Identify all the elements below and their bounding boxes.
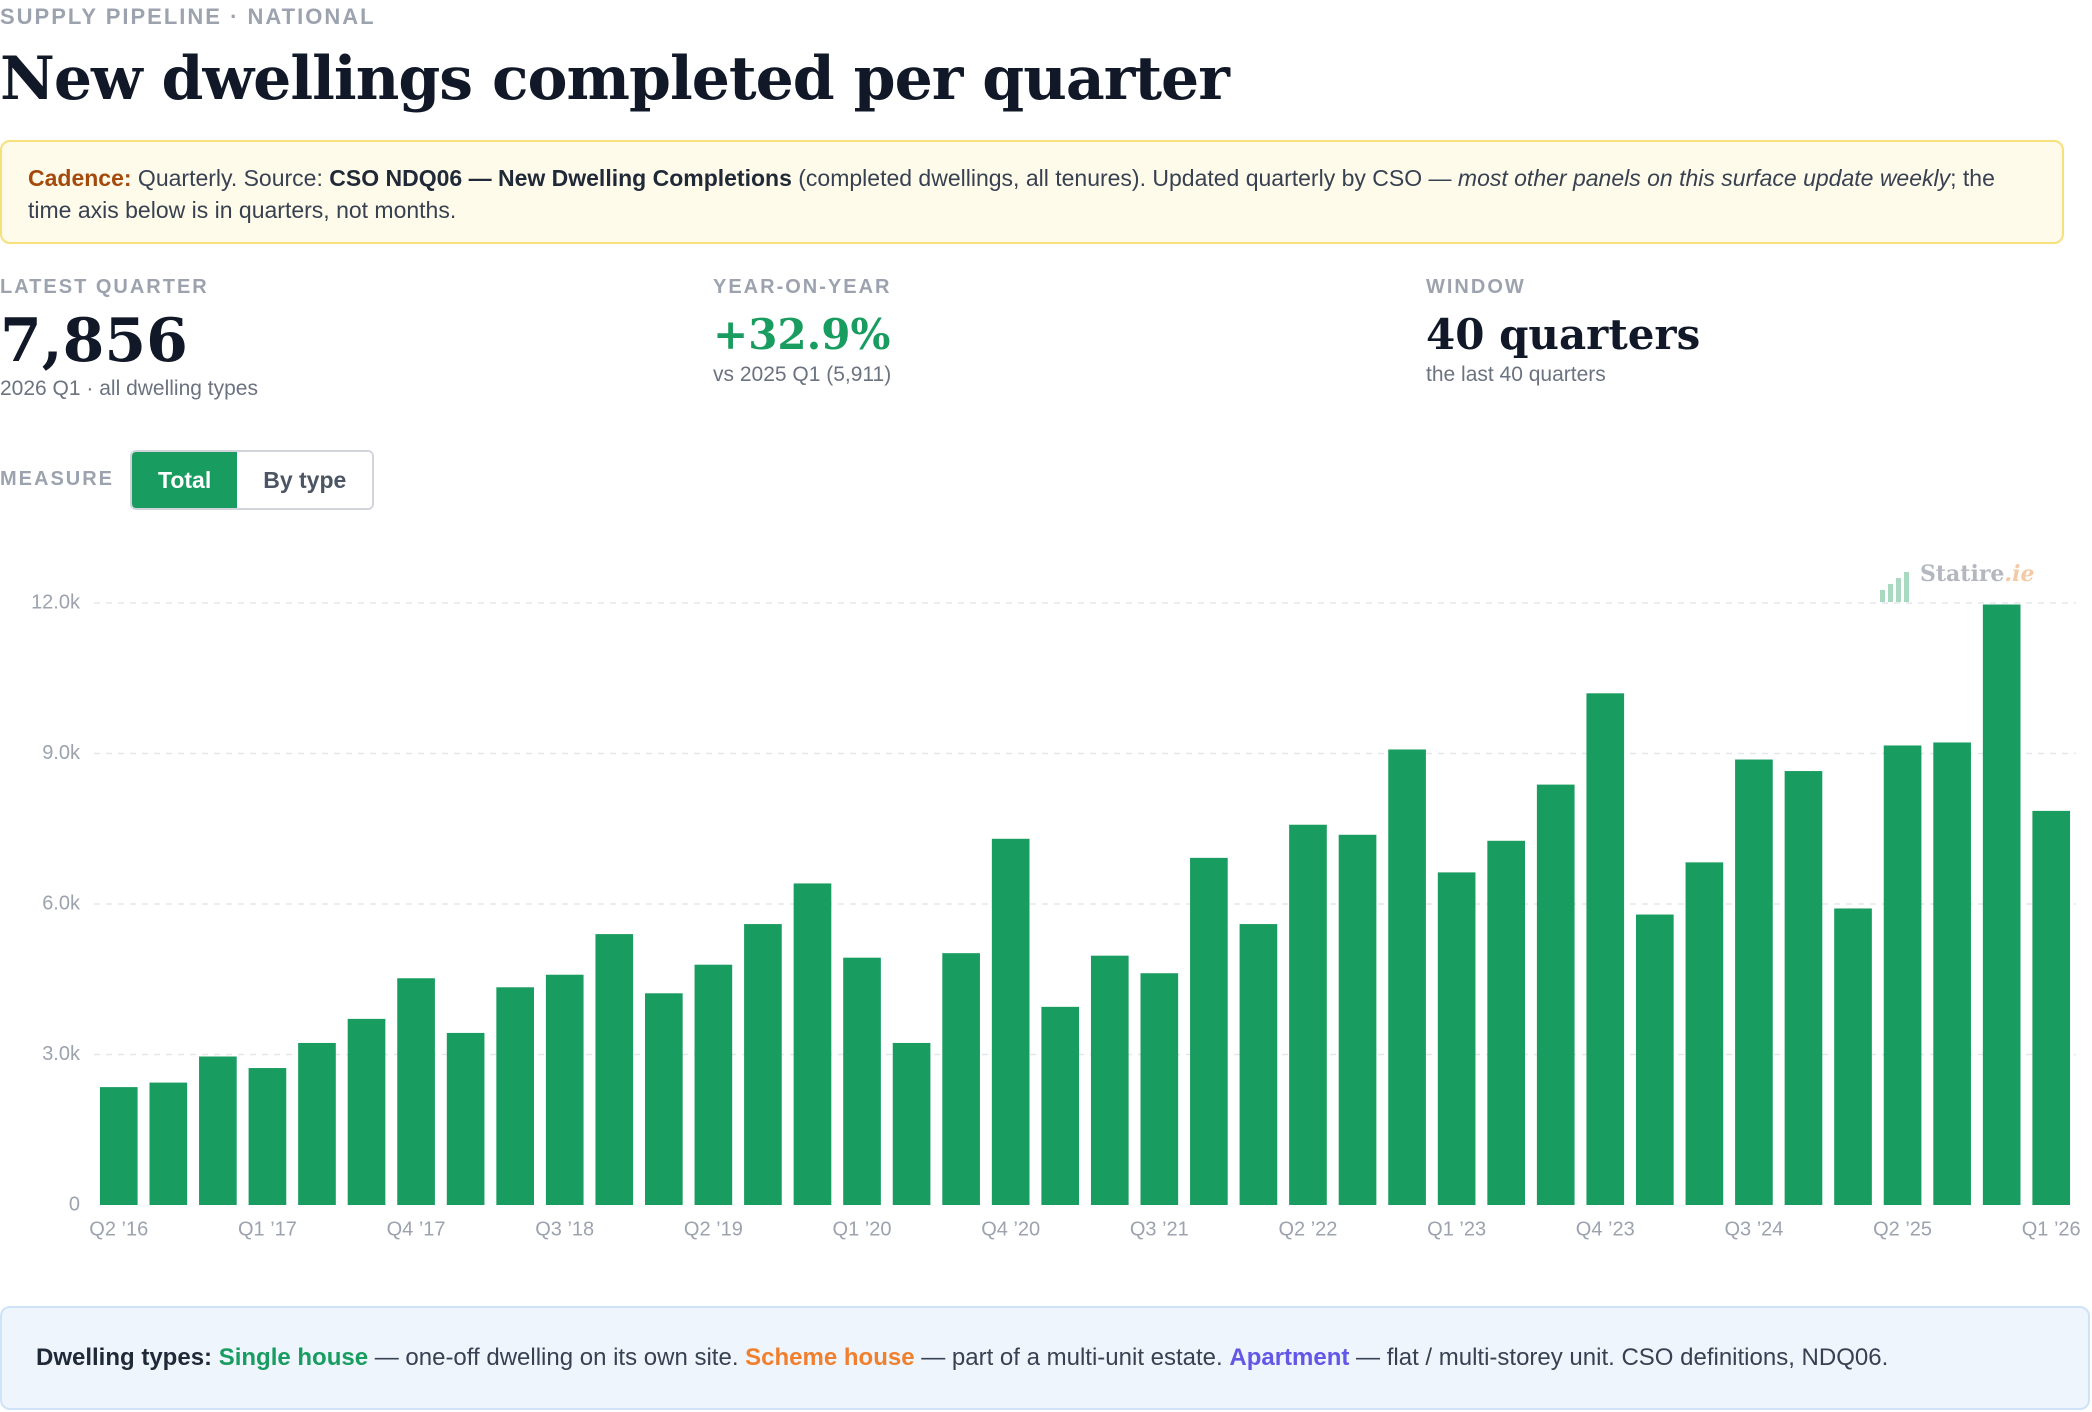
x-tick-label: Q2 ’16 <box>89 1218 148 1240</box>
stat-latest-quarter: LATEST QUARTER 7,856 2026 Q1 · all dwell… <box>0 276 258 401</box>
stat-value: 40 quarters <box>1426 310 1701 359</box>
bar <box>1784 771 1823 1205</box>
legend-label: Dwelling types: <box>36 1344 213 1371</box>
bar-chart-icon <box>1880 572 1909 602</box>
bar <box>1090 955 1129 1205</box>
stat-value: 7,856 <box>0 306 188 376</box>
legend-apartment: Apartment <box>1229 1344 1350 1371</box>
bar <box>1982 604 2021 1205</box>
bar <box>1735 759 1773 1205</box>
bar <box>1487 840 1526 1205</box>
statire-watermark: Statire.ie <box>1880 561 2034 602</box>
bar <box>991 838 1030 1205</box>
bar <box>1635 914 1674 1205</box>
bar <box>1586 693 1625 1205</box>
x-tick-label: Q1 ’23 <box>1427 1218 1486 1240</box>
y-tick-label: 3.0k <box>42 1043 81 1065</box>
bar <box>1239 924 1278 1205</box>
x-tick-label: Q3 ’18 <box>535 1218 594 1240</box>
bar <box>1536 784 1575 1205</box>
measure-by-type-button[interactable]: By type <box>237 452 373 508</box>
stat-label: YEAR-ON-YEAR <box>713 276 892 298</box>
x-tick-label: Q4 ’20 <box>981 1218 1040 1240</box>
stat-label: LATEST QUARTER <box>0 276 209 298</box>
x-tick-label: Q2 ’19 <box>684 1218 743 1240</box>
y-tick-label: 6.0k <box>42 892 81 914</box>
bar <box>1883 745 1922 1205</box>
measure-label: MEASURE <box>0 468 115 490</box>
bar <box>1437 872 1476 1205</box>
cadence-italic: most other panels on this surface update… <box>1457 165 1951 191</box>
bar <box>1685 862 1724 1205</box>
section-eyebrow: SUPPLY PIPELINE · NATIONAL <box>0 4 376 29</box>
bar <box>1140 973 1179 1205</box>
bar <box>1338 834 1377 1205</box>
watermark-name: Statire <box>1920 561 2004 587</box>
y-tick-label: 9.0k <box>42 742 81 764</box>
x-tick-label: Q4 ’17 <box>387 1218 446 1240</box>
bar <box>942 953 980 1205</box>
watermark-suffix: .ie <box>2004 561 2034 587</box>
bar <box>744 924 782 1205</box>
legend-single-desc: — one-off dwelling on its own site. <box>368 1344 746 1371</box>
cadence-notice: Cadence: Quarterly. Source: CSO NDQ06 — … <box>0 140 2064 244</box>
page-title: New dwellings completed per quarter <box>0 44 1230 114</box>
y-tick-label: 12.0k <box>31 591 81 613</box>
bar <box>1190 857 1228 1205</box>
bar <box>545 974 584 1205</box>
legend-single-house: Single house <box>218 1344 369 1371</box>
bar <box>1041 1006 1080 1205</box>
legend-apartment-desc: — flat / multi-storey unit. CSO definiti… <box>1349 1344 1889 1371</box>
bar <box>1388 749 1426 1205</box>
measure-toggle: Total By type <box>130 450 375 510</box>
stat-year-on-year: YEAR-ON-YEAR +32.9% vs 2025 Q1 (5,911) <box>713 276 891 387</box>
measure-total-button[interactable]: Total <box>132 452 238 508</box>
bar <box>694 964 733 1205</box>
bar <box>595 934 634 1205</box>
x-tick-label: Q3 ’21 <box>1130 1218 1189 1240</box>
stat-sub: vs 2025 Q1 (5,911) <box>713 363 892 386</box>
x-tick-label: Q2 ’22 <box>1279 1218 1338 1240</box>
dwelling-types-legend: Dwelling types: Single house — one-off d… <box>0 1306 2090 1410</box>
cadence-source: CSO NDQ06 — New Dwelling Completions <box>329 165 792 191</box>
legend-scheme-house: Scheme house <box>745 1344 915 1371</box>
y-tick-label: 0 <box>69 1193 80 1215</box>
cadence-text-1: Quarterly. Source: <box>131 165 330 191</box>
bar <box>248 1068 287 1205</box>
bar <box>644 993 683 1205</box>
x-tick-label: Q1 ’26 <box>2022 1218 2081 1240</box>
stat-value: +32.9% <box>713 310 891 359</box>
bar <box>99 1087 138 1205</box>
x-tick-label: Q1 ’20 <box>833 1218 892 1240</box>
bar <box>843 957 881 1205</box>
bar <box>397 978 435 1205</box>
x-tick-label: Q1 ’17 <box>238 1218 297 1240</box>
completions-bar-chart: Statire.ie 0 3.0k 6.0k 9.0k 12.0k Q2 ’16 Q1 ’… <box>31 561 2081 1240</box>
svg-text:Statire.ie: Statire.ie <box>1920 561 2034 587</box>
bar <box>446 1032 485 1205</box>
bar <box>793 883 832 1205</box>
bar <box>1834 908 1872 1205</box>
stat-label: WINDOW <box>1426 276 1526 298</box>
x-tick-label: Q2 ’25 <box>1873 1218 1932 1240</box>
cadence-text-3: ; the time axis below is in quarters, no… <box>28 165 1995 223</box>
stat-window: WINDOW 40 quarters the last 40 quarters <box>1426 276 1700 387</box>
bar <box>2032 810 2071 1205</box>
x-tick-label: Q3 ’24 <box>1724 1218 1783 1240</box>
stat-sub: 2026 Q1 · all dwelling types <box>0 377 258 400</box>
legend-scheme-desc: — part of a multi-unit estate. <box>914 1344 1230 1371</box>
x-tick-label: Q4 ’23 <box>1576 1218 1635 1240</box>
bar <box>149 1082 188 1205</box>
bar <box>1933 742 1971 1205</box>
bar <box>298 1042 336 1205</box>
bar <box>199 1056 237 1205</box>
bar <box>892 1042 931 1205</box>
bar <box>496 987 535 1205</box>
stat-sub: the last 40 quarters <box>1426 363 1606 386</box>
bar <box>1289 824 1327 1205</box>
cadence-label: Cadence: <box>28 165 132 191</box>
bar <box>347 1018 386 1205</box>
cadence-text-2: (completed dwellings, all tenures). Upda… <box>791 165 1458 191</box>
